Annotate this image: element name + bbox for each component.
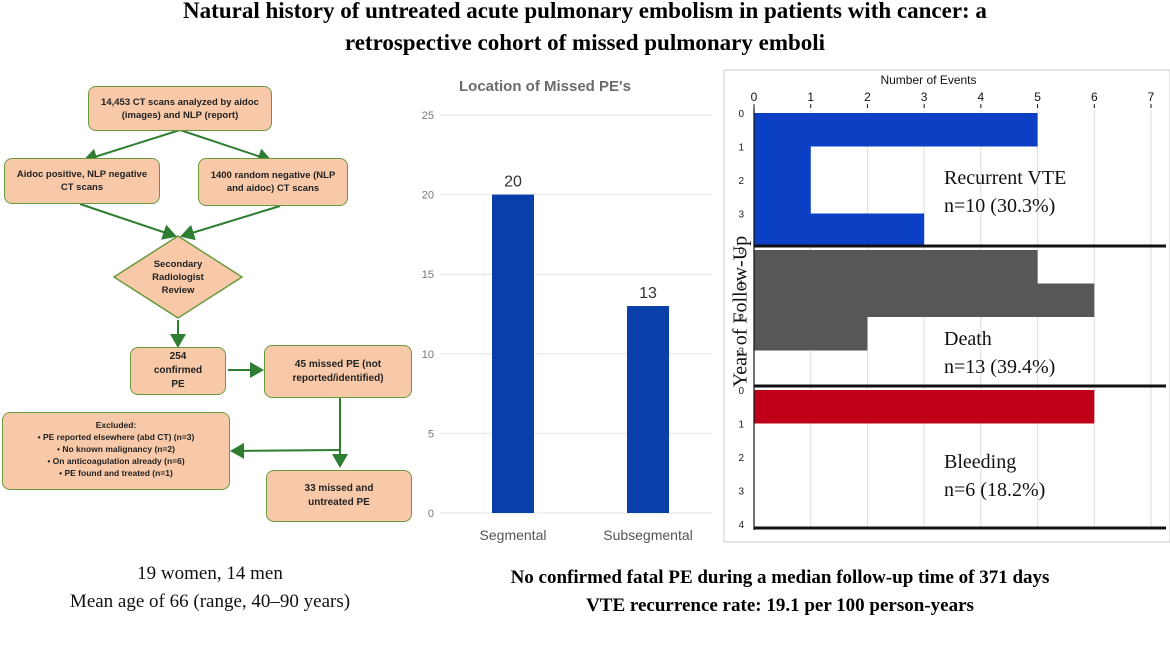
bleeding-summary: n=6 (18.2%)	[944, 479, 1046, 501]
excluded-item: On anticoagulation already (n=6)	[3, 455, 229, 467]
scans-analyzed-box: 14,453 CT scans analyzed by aidoc (image…	[88, 86, 272, 131]
death-label: Death n=13 (39.4%)	[944, 325, 1055, 381]
bleeding-name: Bleeding	[944, 451, 1017, 473]
events-x-tick-label: 1	[807, 90, 814, 104]
finding-line-1: No confirmed fatal PE during a median fo…	[510, 567, 1050, 588]
bar-chart-title: Location of Missed PE's	[459, 78, 631, 95]
events-bar-death	[754, 317, 868, 351]
events-year-tick-label: 2	[738, 453, 744, 464]
title-line-1: Natural history of untreated acute pulmo…	[183, 0, 987, 23]
events-x-axis-title: Number of Events	[880, 73, 976, 87]
recurrent-vte-label: Recurrent VTE n=10 (30.3%)	[944, 164, 1066, 220]
events-x-tick-label: 4	[978, 90, 985, 104]
events-x-tick-label: 2	[864, 90, 871, 104]
events-year-tick-label: 0	[738, 246, 744, 257]
excluded-box: Excluded: PE reported elsewhere (abd CT)…	[2, 412, 230, 490]
untreated-pe-box: 33 missed and untreated PE	[266, 470, 412, 522]
bar-subsegmental	[627, 306, 669, 513]
random-negative-box: 1400 random negative (NLP and aidoc) CT …	[198, 158, 348, 206]
events-year-tick-label: 3	[738, 487, 744, 498]
excluded-item: PE found and treated (n=1)	[3, 467, 229, 479]
events-x-tick-label: 5	[1034, 90, 1041, 104]
events-bar-bleeding	[754, 390, 1095, 424]
bar-y-tick-label: 5	[428, 428, 434, 440]
confirmed-pe-box: 254 confirmed PE	[130, 347, 226, 395]
bar-y-tick-label: 25	[422, 110, 434, 122]
recurrent-vte-name: Recurrent VTE	[944, 167, 1067, 189]
events-year-tick-label: 1	[738, 280, 744, 291]
bar-y-tick-label: 20	[422, 190, 434, 202]
bar-category-label: Subsegmental	[603, 527, 693, 543]
events-year-tick-label: 2	[738, 176, 744, 187]
events-bar-death	[754, 250, 1038, 284]
bar-y-tick-label: 10	[422, 349, 434, 361]
finding-line-2: VTE recurrence rate: 19.1 per 100 person…	[586, 595, 974, 616]
events-year-tick-label: 1	[738, 143, 744, 154]
events-year-tick-label: 0	[738, 109, 744, 120]
events-year-tick-label: 3	[738, 347, 744, 358]
bar-segmental	[492, 194, 534, 513]
events-x-tick-label: 6	[1091, 90, 1098, 104]
recurrent-vte-summary: n=10 (30.3%)	[944, 195, 1056, 217]
demographics-line-1: 19 women, 14 men	[137, 563, 283, 584]
events-bar-death	[754, 283, 1095, 317]
radiologist-review-diamond: Secondary Radiologist Review	[152, 259, 204, 296]
bar-category-label: Segmental	[480, 527, 547, 543]
events-bar-recurrent-vte	[754, 113, 1038, 147]
excluded-title: Excluded:	[95, 420, 137, 430]
events-year-tick-label: 2	[738, 313, 744, 324]
events-year-tick-label: 1	[738, 420, 744, 431]
bar-y-tick-label: 0	[428, 508, 434, 520]
excluded-item: PE reported elsewhere (abd CT) (n=3)	[3, 431, 229, 443]
events-y-axis-label: Year of Follow-Up	[729, 235, 752, 388]
events-year-tick-label: 0	[738, 386, 744, 397]
excluded-list: PE reported elsewhere (abd CT) (n=3) No …	[3, 431, 229, 479]
aidoc-positive-box: Aidoc positive, NLP negative CT scans	[4, 158, 160, 204]
events-year-tick-label: 3	[738, 210, 744, 221]
bleeding-label: Bleeding n=6 (18.2%)	[944, 448, 1045, 504]
events-year-tick-label: 4	[738, 520, 744, 531]
events-bar-recurrent-vte	[754, 213, 925, 246]
events-bar-recurrent-vte	[754, 180, 811, 214]
bar-y-tick-label: 15	[422, 269, 434, 281]
bar-value-label: 13	[639, 285, 657, 302]
death-name: Death	[944, 328, 992, 350]
events-x-tick-label: 7	[1148, 90, 1155, 104]
events-x-tick-label: 0	[751, 90, 758, 104]
excluded-item: No known malignancy (n=2)	[3, 443, 229, 455]
events-x-tick-label: 3	[921, 90, 928, 104]
events-bar-recurrent-vte	[754, 146, 811, 180]
missed-pe-box: 45 missed PE (not reported/identified)	[264, 345, 412, 398]
death-summary: n=13 (39.4%)	[944, 356, 1056, 378]
demographics-line-2: Mean age of 66 (range, 40–90 years)	[69, 591, 351, 612]
title-line-2: retrospective cohort of missed pulmonary…	[344, 30, 826, 55]
bar-value-label: 20	[504, 174, 522, 191]
